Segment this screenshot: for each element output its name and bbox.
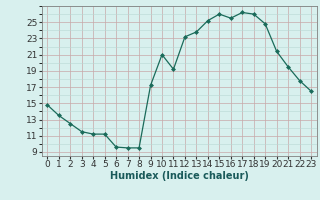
X-axis label: Humidex (Indice chaleur): Humidex (Indice chaleur) bbox=[110, 171, 249, 181]
